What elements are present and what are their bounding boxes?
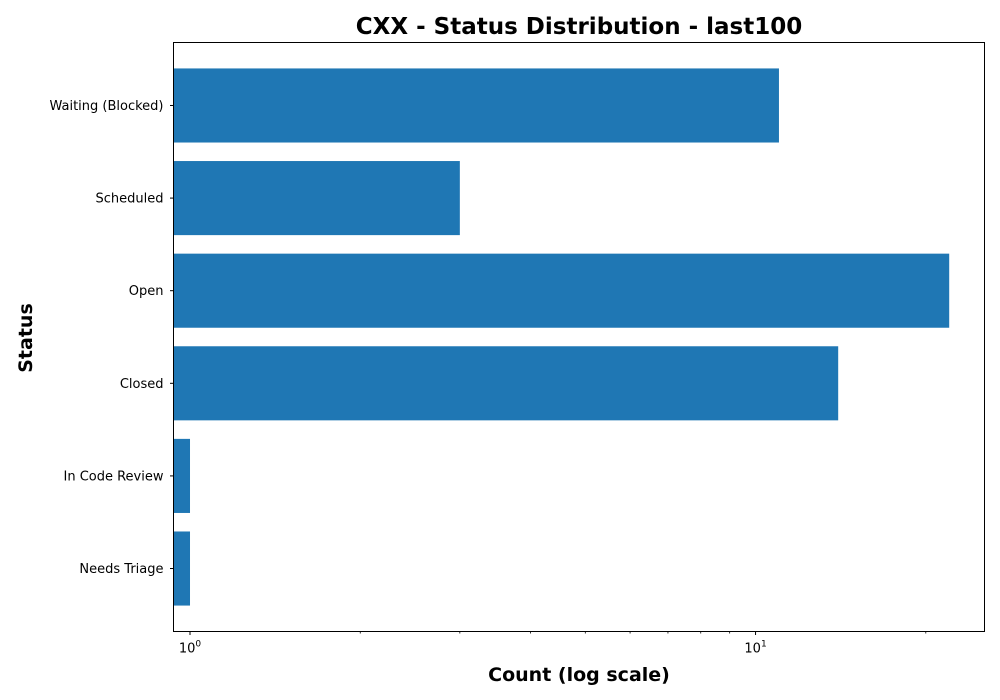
x-axis-label: Count (log scale) bbox=[488, 664, 670, 686]
bar-closed bbox=[173, 346, 839, 421]
bar-needs-triage bbox=[173, 531, 191, 606]
bar-scheduled bbox=[173, 161, 460, 236]
x-tick-label: 101 bbox=[744, 640, 766, 657]
y-tick-label: Scheduled bbox=[96, 192, 164, 207]
bars-group bbox=[173, 68, 950, 606]
y-tick-label: Closed bbox=[120, 377, 164, 392]
bar-in-code-review bbox=[173, 438, 191, 513]
bar-waiting-blocked bbox=[173, 68, 779, 143]
x-axis: 100 101 bbox=[179, 631, 927, 657]
x-tick-label: 100 bbox=[179, 640, 202, 657]
plot-frame bbox=[173, 42, 985, 632]
y-axis: Needs Triage In Code Review Closed Open Sche… bbox=[49, 99, 174, 577]
y-tick-label: Open bbox=[129, 284, 164, 299]
chart-title: CXX - Status Distribution - last100 bbox=[356, 14, 803, 40]
y-axis-label: Status bbox=[15, 303, 37, 373]
y-tick-label: Needs Triage bbox=[79, 562, 163, 577]
y-tick-label: In Code Review bbox=[63, 469, 163, 484]
y-tick-label: Waiting (Blocked) bbox=[49, 99, 163, 114]
bar-open bbox=[173, 253, 950, 328]
